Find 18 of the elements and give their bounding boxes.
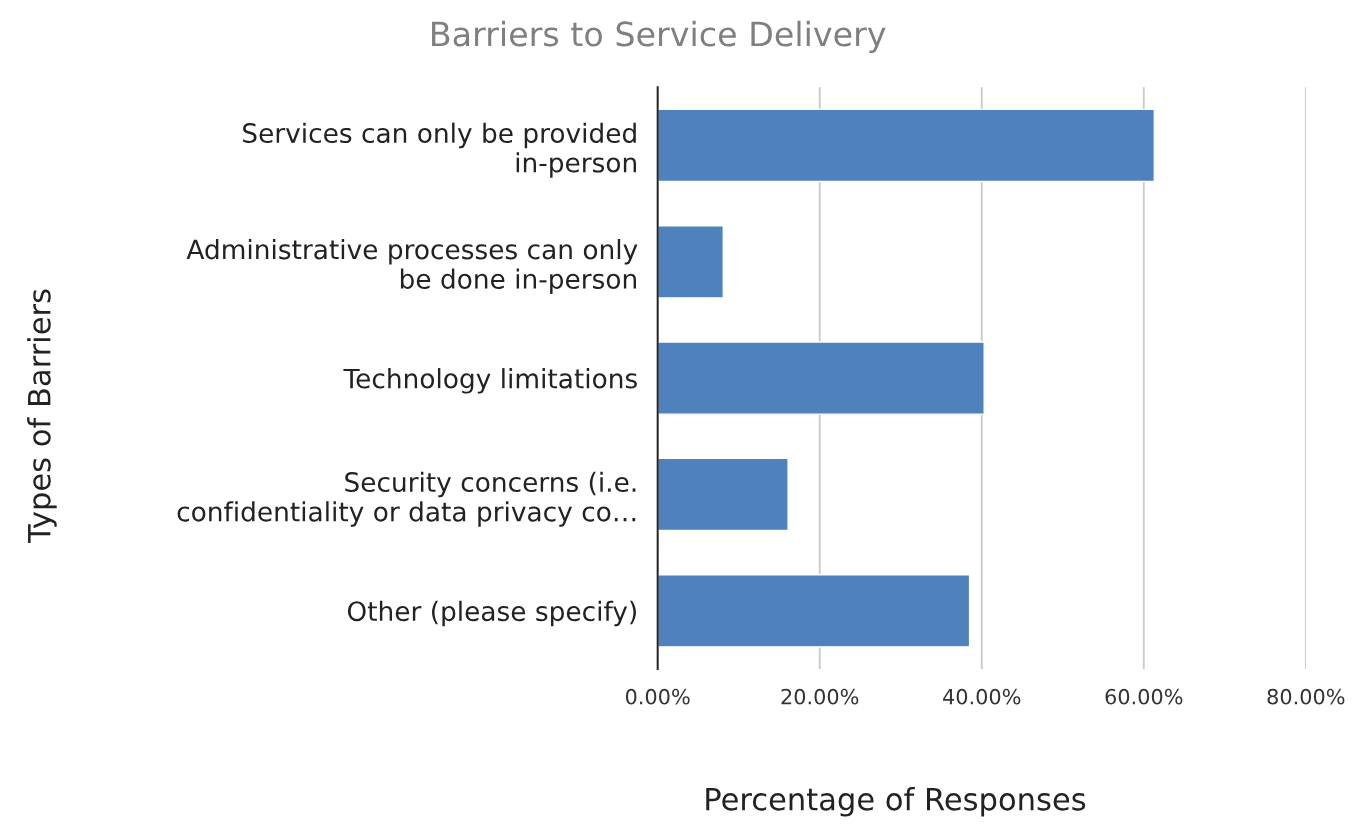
bar [657, 108, 1156, 183]
x-tick-label: 80.00% [1267, 688, 1345, 705]
x-tick-label: 20.00% [781, 688, 859, 705]
y-axis-title: Types of Barriers [27, 289, 57, 544]
bar [657, 574, 971, 648]
x-tick-label: 40.00% [943, 688, 1021, 705]
chart-title: Barriers to Service Delivery [432, 20, 886, 54]
y-tick-label: Services can only be provided in-person [243, 122, 636, 178]
bar [657, 225, 724, 299]
y-tick-label: Technology limitations [343, 368, 637, 394]
y-tick-label: Security concerns (i.e. confidentiality or data privacy co… [177, 471, 636, 527]
y-tick-label: Other (please specify) [347, 600, 636, 627]
bar [657, 341, 985, 415]
y-tick-label: Administrative processes can only be done in-person [186, 238, 638, 295]
x-tick-label: 0.00% [625, 688, 690, 705]
x-tick-label: 60.00% [1105, 688, 1183, 705]
bar [657, 457, 789, 532]
x-axis-title: Percentage of Responses [706, 787, 1086, 817]
